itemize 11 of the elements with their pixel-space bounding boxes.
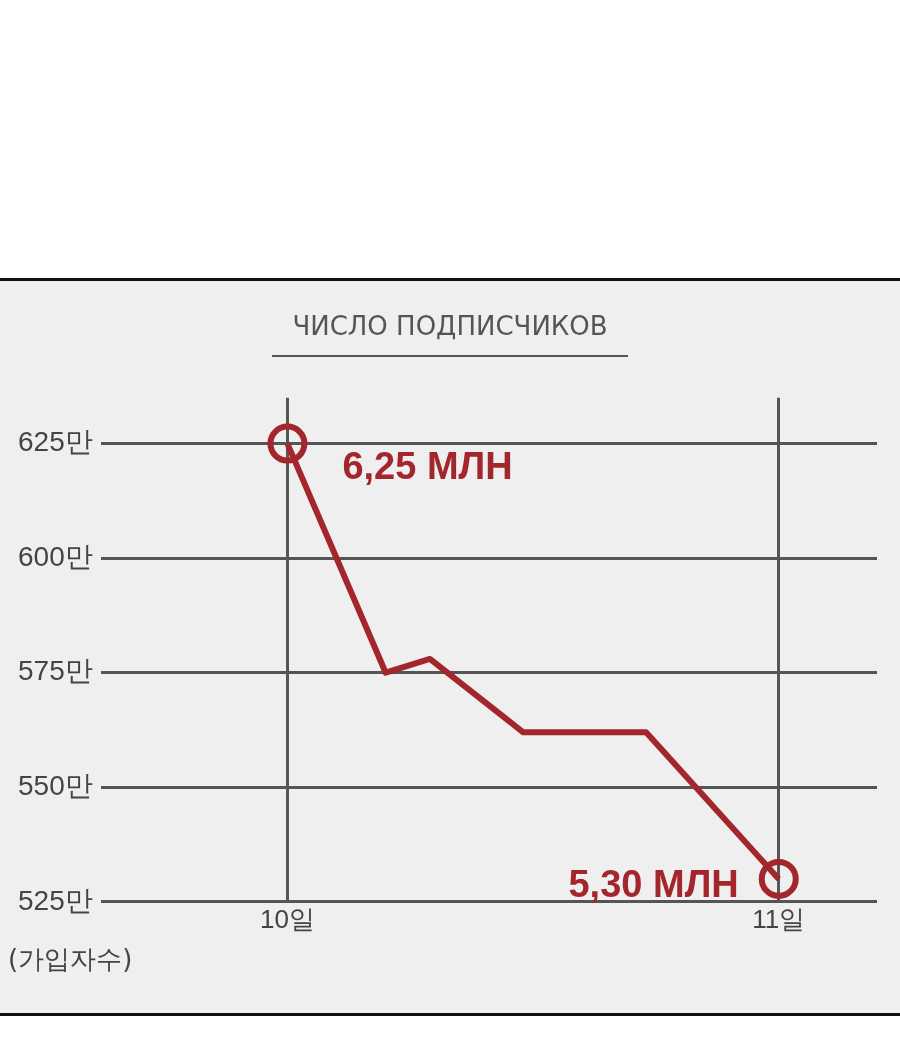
y-axis-title: (가입자수)	[8, 943, 133, 974]
y-tick-label: 600만	[18, 540, 93, 572]
x-tick-label: 10일	[259, 903, 315, 934]
y-tick-label: 625만	[18, 426, 93, 458]
y-tick-label: 525만	[18, 884, 93, 916]
y-tick-label: 550만	[18, 769, 93, 801]
chart-title: ЧИСЛО ПОДПИСЧИКОВ	[272, 311, 628, 357]
annotation: 6,25 МЛН	[342, 445, 513, 488]
y-tick-label: 575만	[18, 655, 93, 687]
x-tick-label: 11일	[752, 903, 806, 934]
annotation: 5,30 МЛН	[568, 863, 739, 906]
